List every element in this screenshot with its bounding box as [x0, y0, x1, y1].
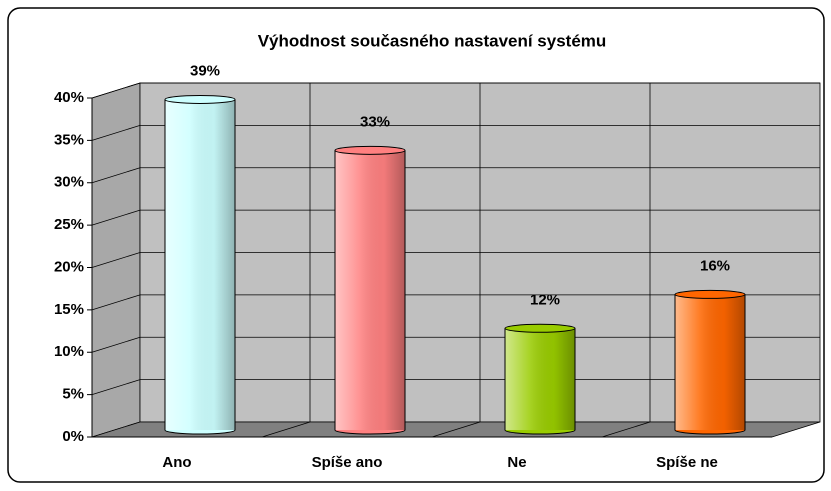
- y-tick-label: 0%: [62, 428, 84, 445]
- grid-line: [91, 294, 820, 311]
- cylinder-outline: [164, 99, 236, 430]
- cylinder: [674, 289, 746, 435]
- x-tick-label: Ne: [507, 454, 526, 471]
- grid-line: [91, 252, 820, 268]
- cylinder-shade: [675, 294, 745, 430]
- y-tick-label: 5%: [62, 386, 84, 403]
- floor-divider: [431, 421, 481, 438]
- floor-divider: [261, 421, 311, 438]
- y-tick-label: 20%: [54, 258, 84, 275]
- grid-line: [91, 379, 820, 396]
- cylinder-shade: [165, 99, 235, 430]
- value-label: 33%: [360, 113, 390, 130]
- cylinder: [334, 145, 406, 435]
- grid-line: [91, 124, 820, 141]
- grid-line: [91, 167, 820, 184]
- y-tick-label: 15%: [54, 301, 84, 318]
- y-tick-label: 30%: [54, 174, 84, 191]
- y-tick-label: 35%: [54, 131, 84, 148]
- cylinder: [504, 323, 576, 435]
- cylinder-outline: [504, 328, 576, 430]
- cylinder-outline: [334, 150, 406, 430]
- x-tick-label: Spíše ne: [656, 454, 718, 471]
- cylinder-top: [164, 94, 236, 104]
- y-tick-label: 10%: [54, 343, 84, 360]
- cylinder-top: [334, 145, 406, 155]
- cylinder: [164, 94, 236, 435]
- x-tick-label: Spíše ano: [312, 454, 383, 471]
- cylinder-shade: [505, 328, 575, 430]
- value-label: 39%: [190, 62, 220, 79]
- y-tick-label: 25%: [54, 216, 84, 233]
- cylinder-outline: [674, 294, 746, 430]
- y-tick-label: 40%: [54, 89, 84, 106]
- x-tick-label: Ano: [162, 454, 191, 471]
- floor-divider: [601, 421, 651, 438]
- value-label: 12%: [530, 291, 560, 308]
- value-label: 16%: [700, 257, 730, 274]
- grid-line: [91, 336, 820, 353]
- cylinder-top: [504, 323, 576, 333]
- cylinder-shade: [335, 150, 405, 430]
- grid-line: [91, 209, 820, 226]
- chart-title: Výhodnost současného nastavení systému: [258, 31, 607, 50]
- grid-line: [91, 82, 820, 99]
- cylinder-top: [674, 289, 746, 299]
